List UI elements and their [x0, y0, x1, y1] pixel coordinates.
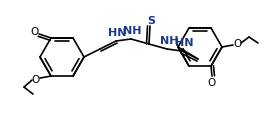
Text: NH: NH [123, 26, 141, 36]
Text: O: O [31, 74, 39, 84]
Text: NH: NH [160, 36, 178, 46]
Text: O: O [208, 77, 216, 87]
Text: S: S [147, 16, 155, 26]
Text: O: O [234, 39, 242, 49]
Text: O: O [30, 27, 38, 37]
Text: HN: HN [175, 38, 193, 48]
Text: HN: HN [108, 28, 126, 38]
